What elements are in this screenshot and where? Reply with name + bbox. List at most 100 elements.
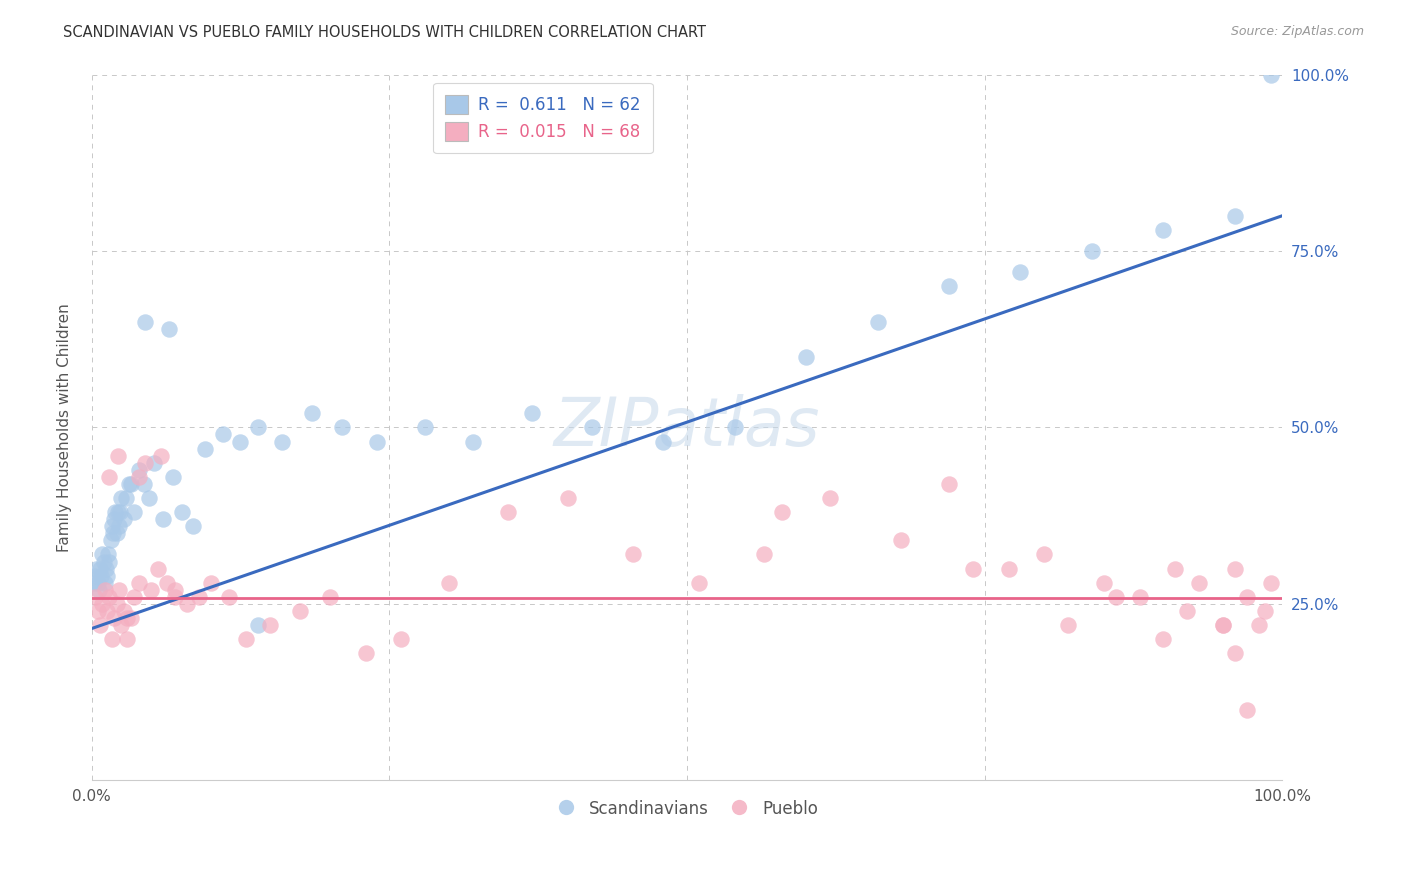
Point <box>105 526 128 541</box>
Point <box>794 350 817 364</box>
Point <box>112 604 135 618</box>
Point <box>162 470 184 484</box>
Point <box>724 420 747 434</box>
Point <box>128 463 150 477</box>
Point <box>96 568 118 582</box>
Point <box>235 632 257 647</box>
Point <box>818 491 841 505</box>
Point <box>98 590 121 604</box>
Point <box>688 575 710 590</box>
Point <box>962 561 984 575</box>
Point <box>354 646 377 660</box>
Point <box>98 470 121 484</box>
Point <box>172 505 194 519</box>
Point <box>83 575 105 590</box>
Point <box>557 491 579 505</box>
Point <box>938 279 960 293</box>
Point <box>389 632 412 647</box>
Point <box>156 575 179 590</box>
Point <box>176 597 198 611</box>
Point <box>218 590 240 604</box>
Point <box>181 519 204 533</box>
Point <box>623 548 645 562</box>
Point <box>84 568 107 582</box>
Point <box>1129 590 1152 604</box>
Point <box>107 449 129 463</box>
Text: ZIPatlas: ZIPatlas <box>554 394 820 460</box>
Point <box>117 632 139 647</box>
Point <box>1175 604 1198 618</box>
Point <box>890 533 912 548</box>
Point <box>107 505 129 519</box>
Point <box>1188 575 1211 590</box>
Point <box>229 434 252 449</box>
Point <box>132 476 155 491</box>
Point <box>163 582 186 597</box>
Point <box>128 575 150 590</box>
Point <box>1236 703 1258 717</box>
Point <box>1010 265 1032 279</box>
Point <box>100 533 122 548</box>
Point <box>652 434 675 449</box>
Point <box>461 434 484 449</box>
Point <box>117 611 139 625</box>
Point <box>1164 561 1187 575</box>
Point <box>103 611 125 625</box>
Point <box>86 575 108 590</box>
Point <box>128 470 150 484</box>
Point <box>1033 548 1056 562</box>
Point <box>1260 68 1282 82</box>
Point <box>319 590 342 604</box>
Point <box>157 321 180 335</box>
Point <box>101 519 124 533</box>
Point <box>117 476 139 491</box>
Point <box>120 611 142 625</box>
Point <box>1092 575 1115 590</box>
Point <box>108 519 131 533</box>
Point <box>754 548 776 562</box>
Point <box>93 575 115 590</box>
Point <box>108 582 131 597</box>
Point <box>89 561 111 575</box>
Point <box>866 314 889 328</box>
Point <box>89 618 111 632</box>
Point <box>152 512 174 526</box>
Point <box>93 582 115 597</box>
Point <box>301 406 323 420</box>
Point <box>120 476 142 491</box>
Point <box>259 618 281 632</box>
Point <box>1247 618 1270 632</box>
Point <box>1236 590 1258 604</box>
Point <box>498 505 520 519</box>
Point <box>200 575 222 590</box>
Point <box>330 420 353 434</box>
Point <box>101 526 124 541</box>
Point <box>271 434 294 449</box>
Point <box>104 505 127 519</box>
Text: Source: ZipAtlas.com: Source: ZipAtlas.com <box>1230 25 1364 38</box>
Point <box>194 442 217 456</box>
Text: SCANDINAVIAN VS PUEBLO FAMILY HOUSEHOLDS WITH CHILDREN CORRELATION CHART: SCANDINAVIAN VS PUEBLO FAMILY HOUSEHOLDS… <box>63 25 706 40</box>
Point <box>110 491 132 505</box>
Point <box>142 456 165 470</box>
Point <box>211 427 233 442</box>
Point <box>187 590 209 604</box>
Point <box>134 314 156 328</box>
Point <box>288 604 311 618</box>
Legend: Scandinavians, Pueblo: Scandinavians, Pueblo <box>550 793 825 825</box>
Point <box>90 568 112 582</box>
Point <box>1223 209 1246 223</box>
Y-axis label: Family Households with Children: Family Households with Children <box>58 303 72 552</box>
Point <box>115 491 138 505</box>
Point <box>581 420 603 434</box>
Point <box>101 632 124 647</box>
Point <box>84 590 107 604</box>
Point <box>1260 575 1282 590</box>
Point <box>522 406 544 420</box>
Point <box>124 505 146 519</box>
Point <box>94 561 117 575</box>
Point <box>86 604 108 618</box>
Point <box>110 618 132 632</box>
Point <box>141 582 163 597</box>
Point <box>997 561 1019 575</box>
